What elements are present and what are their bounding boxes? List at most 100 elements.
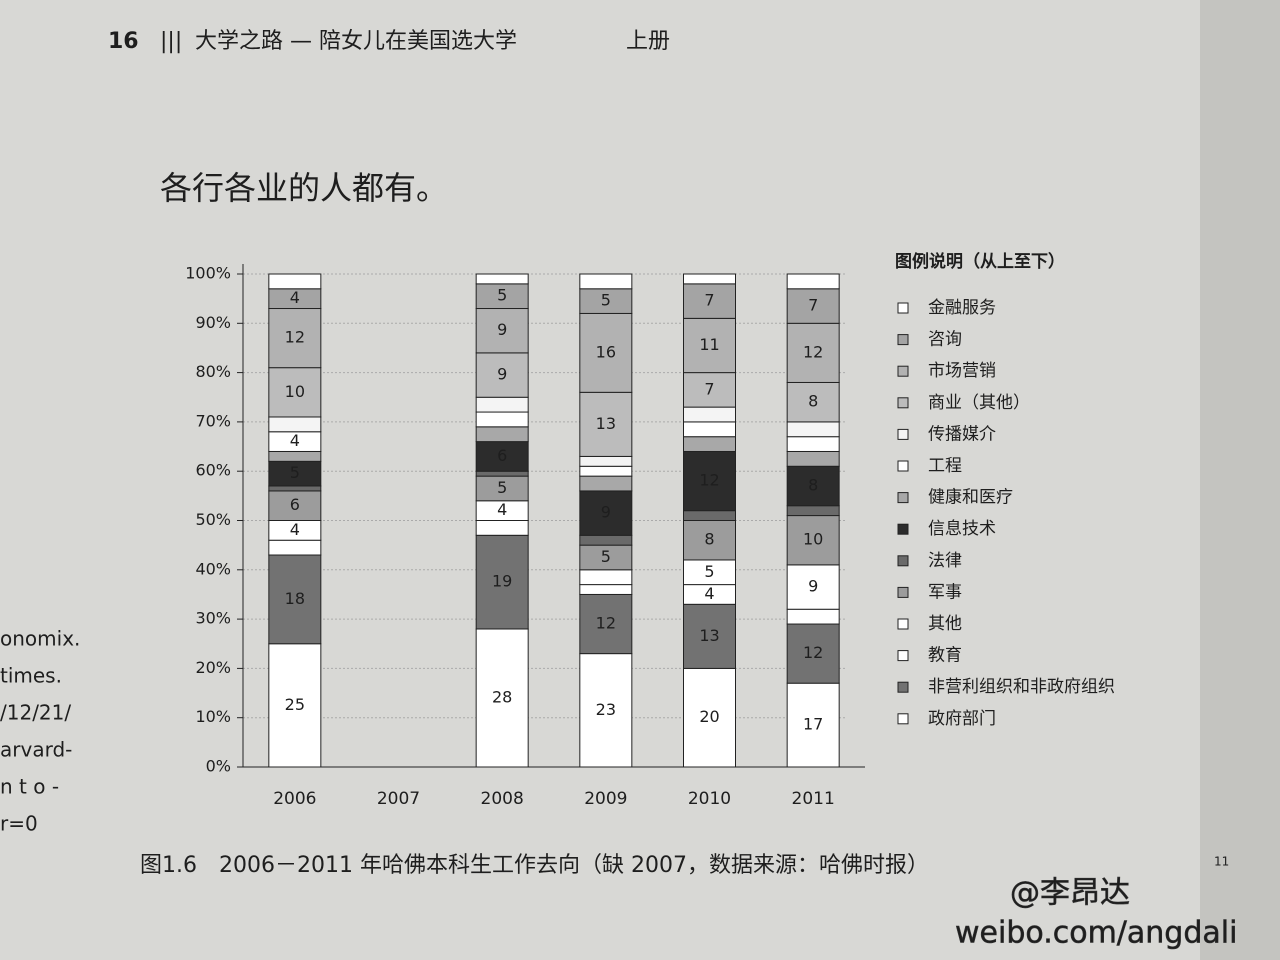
value-label: 12 xyxy=(596,614,616,633)
value-label: 7 xyxy=(704,291,714,310)
value-label: 25 xyxy=(285,695,305,714)
y-tick-label: 90% xyxy=(195,313,231,332)
bar-segment xyxy=(475,411,529,428)
x-tick-label: 2011 xyxy=(792,789,835,809)
bar-segment xyxy=(683,436,736,452)
value-label: 28 xyxy=(492,687,512,706)
value-label: 18 xyxy=(285,589,305,608)
legend-label: 金融服务 xyxy=(928,298,996,318)
bar-segment xyxy=(268,643,322,768)
bar-segment xyxy=(786,564,840,610)
separator: ||| xyxy=(160,29,182,54)
legend-swatch xyxy=(897,365,909,377)
value-label: 9 xyxy=(497,320,507,339)
legend-label: 教育 xyxy=(928,646,962,666)
bar-segment xyxy=(579,584,633,595)
bar-segment xyxy=(683,317,736,374)
margin-note: /12/21/ xyxy=(0,701,71,725)
value-label: 12 xyxy=(803,342,823,361)
bar-segment xyxy=(475,441,529,472)
bar-segment xyxy=(786,436,840,452)
bar-segment xyxy=(683,421,736,438)
legend-label: 信息技术 xyxy=(928,519,996,539)
value-label: 9 xyxy=(497,365,507,384)
bar-segment xyxy=(268,308,322,369)
value-label: 8 xyxy=(808,392,818,411)
bar-segment xyxy=(475,396,529,413)
bar-segment xyxy=(683,450,736,512)
bar-segment xyxy=(268,367,322,418)
legend-swatch xyxy=(897,618,909,630)
margin-note: times. xyxy=(0,664,62,688)
y-tick-label: 30% xyxy=(195,609,231,628)
value-label: 5 xyxy=(497,478,507,497)
x-tick-label: 2006 xyxy=(273,789,316,809)
legend-label: 传播媒介 xyxy=(928,424,996,444)
value-label: 7 xyxy=(808,296,818,315)
bar-segment xyxy=(475,352,529,398)
heading: 各行各业的人都有。 xyxy=(160,169,448,207)
watermark: @李昂达 xyxy=(1010,876,1130,911)
value-label: 12 xyxy=(699,471,719,490)
bar-segment xyxy=(475,426,529,443)
bar-segment xyxy=(579,475,633,492)
bar-segment xyxy=(786,381,840,423)
bar-segment xyxy=(268,416,322,433)
bar-segment xyxy=(786,623,840,684)
y-tick-label: 10% xyxy=(195,707,231,726)
bar-segment xyxy=(683,372,736,408)
value-label: 4 xyxy=(704,584,714,603)
bar-segment xyxy=(268,485,322,492)
legend-swatch xyxy=(897,397,909,409)
value-label: 5 xyxy=(601,547,611,566)
bar-segment xyxy=(683,283,736,319)
bar-segment xyxy=(786,465,840,507)
bar-segment xyxy=(475,475,529,502)
bar-segment xyxy=(786,505,840,517)
legend-label: 市场营销 xyxy=(928,361,996,381)
y-tick-label: 100% xyxy=(185,264,231,283)
value-label: 20 xyxy=(699,707,719,726)
page-edge xyxy=(1200,0,1280,960)
volume: 上册 xyxy=(626,29,670,54)
bar-segment xyxy=(475,273,529,285)
value-label: 9 xyxy=(601,503,611,522)
bar-segment xyxy=(579,273,633,290)
bar-segment xyxy=(268,273,322,290)
bar-segment xyxy=(579,544,633,571)
bar-segment xyxy=(579,569,633,586)
legend-swatch xyxy=(897,334,909,346)
bar-segment xyxy=(475,534,529,630)
value-label: 4 xyxy=(290,288,300,307)
margin-note: onomix. xyxy=(0,627,80,651)
value-label: 6 xyxy=(290,495,300,514)
bar-segment xyxy=(683,559,736,586)
book-title: 大学之路 — 陪女儿在美国选大学 xyxy=(195,29,517,54)
legend-swatch xyxy=(897,523,909,535)
bar-segment xyxy=(786,515,840,566)
bar-segment xyxy=(579,490,633,536)
y-tick-label: 60% xyxy=(195,461,231,480)
caption: 图1.6 2006－2011 年哈佛本科生工作去向（缺 2007，数据来源：哈佛… xyxy=(140,853,929,878)
value-label: 4 xyxy=(290,520,300,539)
x-tick-label: 2007 xyxy=(377,789,420,809)
bar-segment xyxy=(268,460,322,487)
bar-segment xyxy=(268,490,322,522)
value-label: 5 xyxy=(497,286,507,305)
value-label: 17 xyxy=(803,715,823,734)
bar-segment xyxy=(475,520,529,536)
value-label: 19 xyxy=(492,572,512,591)
margin-note: r=0 xyxy=(0,812,38,836)
legend-title: 图例说明（从上至下） xyxy=(895,251,1065,272)
bar-segment xyxy=(579,534,633,546)
legend-label: 其他 xyxy=(928,614,962,634)
legend-swatch xyxy=(897,460,909,472)
footnote-mark: 11 xyxy=(1214,855,1229,869)
legend-swatch xyxy=(897,302,909,314)
margin-note: arvard- xyxy=(0,738,72,762)
value-label: 12 xyxy=(803,643,823,662)
bar-segment xyxy=(683,603,736,669)
legend-label: 商业（其他） xyxy=(928,393,1030,413)
